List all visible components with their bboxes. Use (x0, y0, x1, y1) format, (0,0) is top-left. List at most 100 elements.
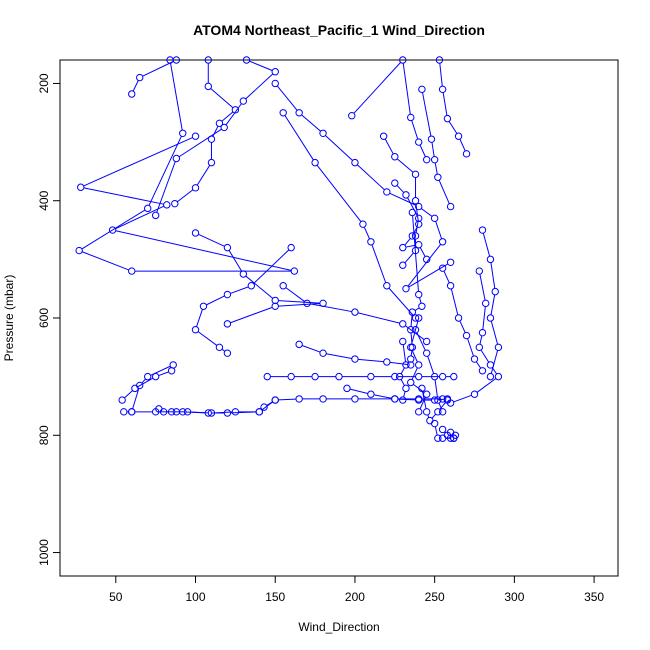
series-line-segment (415, 203, 419, 222)
x-axis: 50 100 150 200 250 300 350 (109, 575, 604, 604)
y-tick-label: 200 (37, 73, 51, 93)
series-line-segment (453, 394, 472, 403)
data-point (407, 355, 415, 363)
data-point (408, 308, 417, 316)
data-point (179, 408, 187, 416)
series-2 (75, 56, 299, 275)
data-point (454, 132, 463, 140)
y-axis: 200 400 600 800 1000 (37, 73, 61, 566)
series-line-segment (431, 142, 435, 157)
data-point (408, 343, 417, 352)
series-line-segment (404, 238, 411, 246)
x-tick-label: 250 (425, 590, 445, 604)
data-point (367, 390, 375, 398)
data-point (402, 361, 410, 369)
data-point (223, 409, 232, 417)
data-point (120, 408, 128, 416)
data-point (351, 158, 359, 167)
series-line-segment (408, 263, 449, 288)
series-line-segment (326, 353, 352, 359)
data-point (443, 396, 452, 404)
series-25 (118, 367, 176, 404)
data-point (443, 114, 452, 123)
series-line-segment (411, 350, 418, 363)
series-line-segment (81, 209, 146, 250)
data-point (418, 302, 426, 310)
series-line-segment (245, 73, 274, 100)
data-point (271, 302, 279, 310)
series-line-segment (206, 295, 225, 306)
data-point (319, 395, 327, 403)
data-point (191, 326, 200, 334)
data-point (223, 320, 232, 328)
series-9 (435, 56, 471, 158)
series-line-segment (405, 244, 416, 248)
series-15 (295, 340, 415, 369)
data-point (494, 372, 503, 381)
series-line-segment (384, 138, 394, 155)
data-point (319, 349, 327, 357)
data-point (415, 214, 423, 223)
series-line-segment (185, 411, 206, 414)
series-line-segment (437, 398, 445, 401)
chart-title: ATOM4 Northeast_Pacific_1 Wind_Direction (193, 22, 485, 38)
data-point (481, 299, 490, 308)
data-point (191, 132, 200, 140)
y-tick-label: 600 (37, 308, 51, 328)
series-27 (263, 372, 458, 381)
data-point (351, 355, 359, 363)
series-line-segment (414, 307, 420, 311)
data-point (435, 56, 444, 64)
series-line-segment (490, 262, 496, 289)
data-point (438, 434, 447, 442)
data-point (279, 282, 287, 290)
series-line-segment (411, 320, 419, 345)
series-line-segment (410, 315, 413, 327)
series-line-segment (450, 288, 459, 316)
data-point (427, 135, 436, 143)
data-point (462, 331, 471, 340)
series-19 (411, 326, 447, 416)
series-line-segment (230, 286, 249, 294)
y-tick-label: 400 (37, 190, 51, 210)
series-29 (343, 384, 452, 404)
data-point (391, 153, 399, 161)
series-30 (407, 208, 426, 363)
data-point (430, 419, 439, 428)
series-line-segment (316, 164, 362, 222)
series-line-segment (170, 63, 183, 131)
series-line-segment (407, 243, 442, 287)
data-point (128, 90, 136, 98)
data-point (77, 183, 85, 191)
data-point (434, 408, 442, 416)
data-point (399, 261, 407, 269)
data-point (223, 243, 232, 252)
series-line-segment (363, 226, 371, 240)
data-point (422, 155, 431, 164)
data-point (136, 73, 144, 82)
data-point (486, 361, 495, 369)
data-point (128, 267, 136, 275)
data-point (470, 355, 479, 363)
data-point (191, 229, 200, 237)
data-point (407, 378, 415, 387)
data-point (220, 123, 228, 132)
data-point (438, 85, 447, 94)
series-line-segment (419, 144, 426, 157)
series-line-segment (434, 162, 438, 175)
series-11 (391, 179, 423, 269)
series-line-segment (490, 294, 496, 315)
data-point (167, 367, 176, 375)
series-line-segment (448, 121, 458, 134)
data-point (486, 255, 495, 264)
series-7 (348, 56, 431, 164)
series-line-segment (490, 350, 499, 374)
series-line-segment (434, 426, 438, 436)
data-point (172, 154, 181, 163)
series-line-segment (412, 215, 419, 292)
data-point (255, 408, 263, 416)
series-line-segment (325, 135, 353, 161)
data-point (422, 408, 431, 416)
data-point (422, 255, 431, 264)
data-point (478, 226, 487, 234)
